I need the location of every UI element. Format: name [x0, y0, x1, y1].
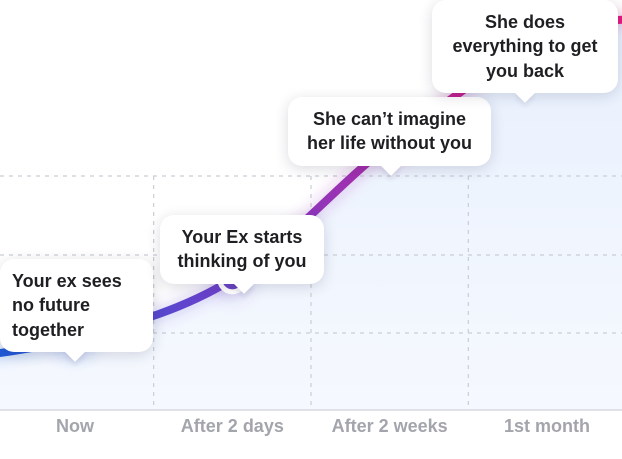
x-tick-label: Now — [56, 416, 94, 436]
x-tick-label: After 2 days — [180, 416, 284, 436]
annotation-text: Your Ex starts thinking of you — [177, 227, 307, 272]
annotation-text: She does everything to get you back — [452, 12, 598, 81]
annotation-callout: She can’t imagine her life without you — [288, 97, 491, 166]
x-tick-label: After 2 weeks — [331, 416, 448, 436]
annotation-callout: Your Ex starts thinking of you — [160, 215, 324, 284]
annotation-text: She can’t imagine her life without you — [307, 109, 472, 154]
annotation-text: Your ex sees no future together — [12, 271, 122, 340]
annotation-callout: Your ex sees no future together — [0, 259, 153, 352]
x-tick-label: 1st month — [503, 416, 590, 436]
annotation-callout: She does everything to get you back — [432, 0, 618, 93]
